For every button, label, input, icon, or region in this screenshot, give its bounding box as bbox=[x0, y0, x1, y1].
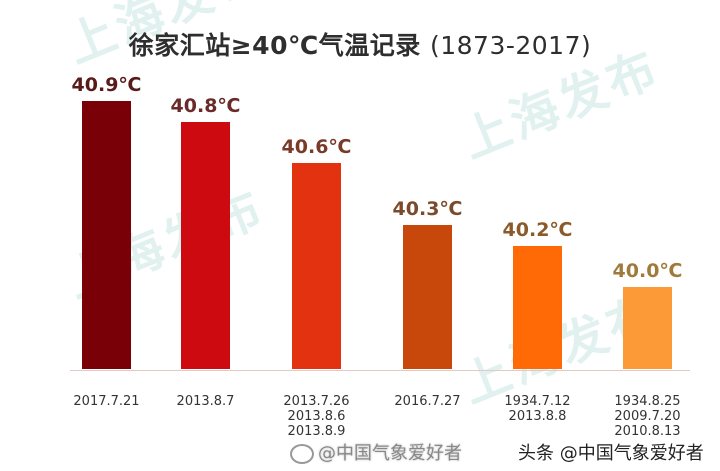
bar-1 bbox=[82, 101, 131, 369]
bar-value-label: 40.8℃ bbox=[170, 94, 241, 117]
x-tick-label: 2017.7.21 bbox=[47, 394, 167, 409]
bar-5 bbox=[513, 245, 562, 369]
date-label: 2017.7.21 bbox=[73, 394, 140, 409]
bar-value-label: 40.0℃ bbox=[612, 260, 683, 282]
bar-4 bbox=[403, 225, 452, 369]
date-label: 2013.8.9 bbox=[287, 424, 346, 439]
x-tick-label: 1934.7.12 2013.8.8 bbox=[478, 394, 598, 424]
date-label: 2009.7.20 bbox=[614, 409, 681, 424]
chart-title: 徐家汇站≥40℃气温记录 (1873-2017) bbox=[0, 26, 720, 62]
bar-value-label: 40.6℃ bbox=[281, 136, 352, 158]
date-label: 1934.7.12 bbox=[504, 394, 571, 409]
x-tick-label: 2013.8.7 bbox=[146, 394, 266, 409]
x-tick-label: 1934.8.25 2009.7.20 2010.8.13 bbox=[588, 394, 708, 439]
chart-title-years: (1873-2017) bbox=[429, 31, 592, 60]
date-label: 2013.8.7 bbox=[176, 394, 235, 409]
weibo-icon bbox=[290, 444, 314, 464]
x-tick-label: 2013.7.26 2013.8.6 2013.8.9 bbox=[257, 394, 377, 439]
weibo-credit-text: @中国气象爱好者 bbox=[318, 443, 462, 464]
date-label: 2010.8.13 bbox=[614, 424, 681, 439]
bar-2 bbox=[181, 121, 230, 369]
x-tick-label: 2016.7.27 bbox=[368, 394, 488, 409]
toutiao-credit: 头条 @中国气象爱好者 bbox=[518, 443, 704, 464]
date-label: 2013.8.6 bbox=[287, 409, 346, 424]
bar-value-label: 40.9℃ bbox=[71, 74, 142, 96]
bar-6 bbox=[623, 287, 672, 369]
date-label: 2013.7.26 bbox=[283, 394, 350, 409]
date-label: 2016.7.27 bbox=[394, 394, 461, 409]
bar-3 bbox=[292, 163, 341, 369]
bar-value-label: 40.2℃ bbox=[502, 218, 573, 241]
bar-value-label: 40.3℃ bbox=[392, 198, 463, 220]
date-label: 1934.8.25 bbox=[614, 394, 681, 409]
x-axis-baseline bbox=[70, 370, 690, 371]
date-label: 2013.8.8 bbox=[508, 409, 567, 424]
weibo-credit: @中国气象爱好者 bbox=[290, 439, 462, 465]
chart-title-main: 徐家汇站≥40℃气温记录 bbox=[128, 31, 421, 60]
